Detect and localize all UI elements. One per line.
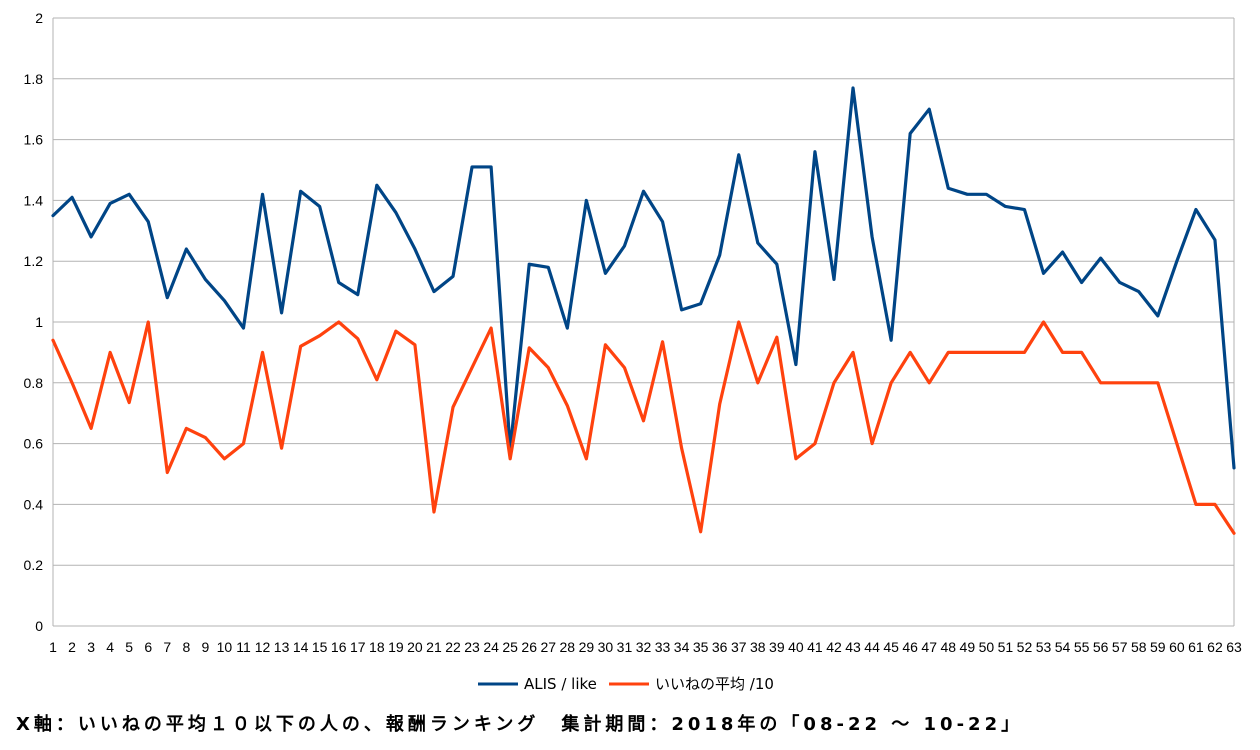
x-tick-label: 37 bbox=[731, 639, 747, 655]
x-tick-label: 36 bbox=[712, 639, 728, 655]
x-tick-label: 16 bbox=[331, 639, 347, 655]
x-tick-label: 25 bbox=[502, 639, 518, 655]
legend-label-like-average: いいねの平均 /10 bbox=[655, 675, 774, 693]
y-tick-label: 1.8 bbox=[24, 71, 44, 87]
x-tick-label: 8 bbox=[182, 639, 190, 655]
legend-label-alis-like: ALIS / like bbox=[524, 675, 597, 693]
legend: ALIS / like いいねの平均 /10 bbox=[478, 675, 774, 693]
x-tick-label: 26 bbox=[521, 639, 537, 655]
x-tick-label: 17 bbox=[350, 639, 366, 655]
y-tick-label: 1.4 bbox=[24, 192, 44, 208]
x-tick-label: 35 bbox=[693, 639, 709, 655]
series-line-1 bbox=[51, 320, 1236, 535]
x-tick-label: 11 bbox=[236, 639, 251, 655]
x-tick-label: 49 bbox=[960, 639, 976, 655]
x-tick-label: 42 bbox=[826, 639, 842, 655]
x-tick-label: 22 bbox=[445, 639, 461, 655]
y-axis-ticks: 0 0.2 0.4 0.6 0.8 1 1.2 1.4 1.6 1.8 2 bbox=[24, 10, 44, 634]
x-tick-label: 54 bbox=[1055, 639, 1071, 655]
gridlines bbox=[52, 17, 1235, 627]
x-tick-label: 20 bbox=[407, 639, 423, 655]
x-tick-label: 44 bbox=[864, 639, 880, 655]
x-tick-label: 31 bbox=[617, 639, 633, 655]
x-tick-label: 24 bbox=[483, 639, 499, 655]
x-tick-label: 51 bbox=[998, 639, 1014, 655]
x-tick-label: 15 bbox=[312, 639, 328, 655]
x-tick-label: 57 bbox=[1112, 639, 1128, 655]
x-tick-label: 43 bbox=[845, 639, 861, 655]
x-tick-label: 30 bbox=[598, 639, 614, 655]
y-tick-label: 1 bbox=[35, 314, 43, 330]
y-tick-label: 1.2 bbox=[24, 253, 44, 269]
y-tick-label: 0.6 bbox=[24, 436, 44, 452]
x-tick-label: 61 bbox=[1188, 639, 1204, 655]
x-tick-label: 50 bbox=[979, 639, 995, 655]
y-tick-label: 2 bbox=[35, 10, 43, 26]
x-axis-ticks: 1 2 3 4 5 6 7 8 9 10 11 12 13 14 15 16 17 18 19 20 21 22 23 24 2… bbox=[49, 639, 1242, 655]
x-tick-label: 47 bbox=[921, 639, 937, 655]
x-axis-caption: X軸：いいねの平均１０以下の人の、報酬ランキング 集計期間：2018年の「08-… bbox=[16, 713, 1023, 735]
x-tick-label: 23 bbox=[464, 639, 480, 655]
y-tick-label: 0.2 bbox=[24, 557, 44, 573]
x-tick-label: 12 bbox=[255, 639, 271, 655]
x-tick-label: 2 bbox=[68, 639, 76, 655]
x-tick-label: 62 bbox=[1207, 639, 1223, 655]
series-line-0 bbox=[51, 86, 1236, 470]
x-tick-label: 38 bbox=[750, 639, 766, 655]
x-tick-label: 46 bbox=[902, 639, 918, 655]
x-tick-label: 53 bbox=[1036, 639, 1052, 655]
x-tick-label: 21 bbox=[426, 639, 442, 655]
x-tick-label: 6 bbox=[144, 639, 152, 655]
y-tick-label: 0.4 bbox=[24, 496, 44, 512]
x-tick-label: 29 bbox=[579, 639, 595, 655]
x-tick-label: 32 bbox=[636, 639, 652, 655]
x-tick-label: 5 bbox=[125, 639, 133, 655]
x-tick-label: 19 bbox=[388, 639, 404, 655]
x-tick-label: 41 bbox=[807, 639, 823, 655]
x-tick-label: 34 bbox=[674, 639, 690, 655]
x-tick-label: 52 bbox=[1017, 639, 1033, 655]
x-tick-label: 7 bbox=[163, 639, 171, 655]
x-tick-label: 13 bbox=[274, 639, 290, 655]
y-tick-label: 0.8 bbox=[24, 375, 44, 391]
x-tick-label: 56 bbox=[1093, 639, 1109, 655]
x-tick-label: 48 bbox=[940, 639, 956, 655]
x-tick-label: 33 bbox=[655, 639, 671, 655]
x-tick-label: 63 bbox=[1226, 639, 1242, 655]
x-tick-label: 18 bbox=[369, 639, 385, 655]
x-tick-label: 9 bbox=[201, 639, 209, 655]
x-tick-label: 45 bbox=[883, 639, 899, 655]
x-tick-label: 55 bbox=[1074, 639, 1090, 655]
x-tick-label: 3 bbox=[87, 639, 95, 655]
x-tick-label: 27 bbox=[540, 639, 556, 655]
x-tick-label: 58 bbox=[1131, 639, 1147, 655]
x-tick-label: 59 bbox=[1150, 639, 1166, 655]
y-tick-label: 1.6 bbox=[24, 132, 44, 148]
y-tick-label: 0 bbox=[35, 618, 43, 634]
x-tick-label: 39 bbox=[769, 639, 785, 655]
x-tick-label: 10 bbox=[217, 639, 233, 655]
x-tick-label: 1 bbox=[49, 639, 57, 655]
x-tick-label: 28 bbox=[560, 639, 576, 655]
x-tick-label: 60 bbox=[1169, 639, 1185, 655]
x-tick-label: 40 bbox=[788, 639, 804, 655]
x-tick-label: 14 bbox=[293, 639, 309, 655]
series-lines bbox=[51, 86, 1236, 535]
x-tick-label: 4 bbox=[106, 639, 114, 655]
